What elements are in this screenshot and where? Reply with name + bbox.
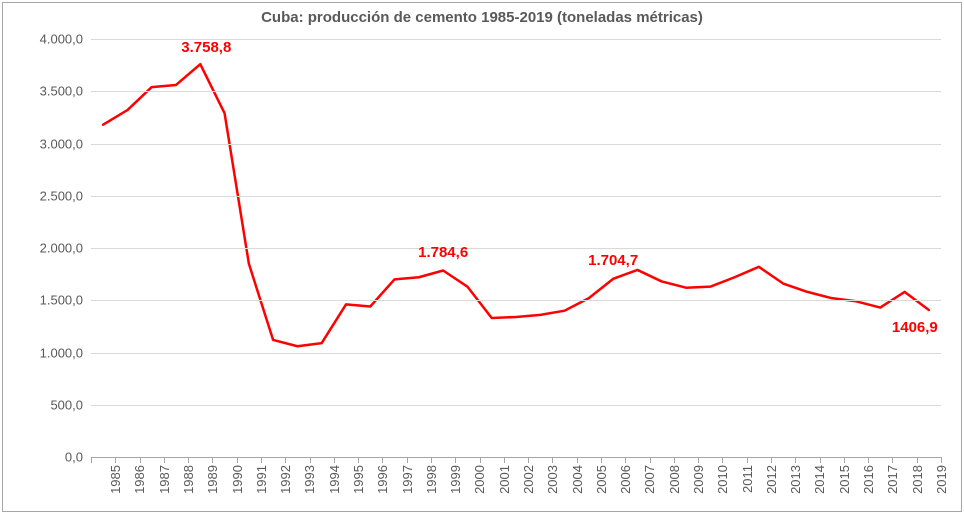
gridline xyxy=(91,144,941,145)
x-tick xyxy=(674,457,675,463)
y-tick-label: 3.500,0 xyxy=(40,84,83,99)
x-tick xyxy=(820,457,821,463)
x-tick xyxy=(91,457,92,463)
gridline xyxy=(91,300,941,301)
x-tick-label: 2000 xyxy=(472,465,487,494)
x-tick-label: 2010 xyxy=(715,465,730,494)
data-label: 1.704,7 xyxy=(588,252,638,269)
x-tick-label: 1988 xyxy=(181,465,196,494)
x-tick xyxy=(601,457,602,463)
x-tick-label: 1999 xyxy=(448,465,463,494)
x-tick-label: 2007 xyxy=(642,465,657,494)
y-tick-label: 0,0 xyxy=(65,450,83,465)
x-tick xyxy=(722,457,723,463)
y-tick-label: 3.000,0 xyxy=(40,136,83,151)
x-tick xyxy=(237,457,238,463)
x-tick xyxy=(795,457,796,463)
x-tick-label: 2001 xyxy=(497,465,512,494)
chart-frame: Cuba: producción de cemento 1985-2019 (t… xyxy=(2,2,962,512)
x-tick-label: 1996 xyxy=(375,465,390,494)
y-tick-label: 1.000,0 xyxy=(40,345,83,360)
x-tick-label: 2002 xyxy=(521,465,536,494)
x-tick-label: 2013 xyxy=(788,465,803,494)
x-tick-label: 1990 xyxy=(230,465,245,494)
x-tick xyxy=(310,457,311,463)
x-tick-label: 1992 xyxy=(278,465,293,494)
x-tick xyxy=(140,457,141,463)
x-tick xyxy=(334,457,335,463)
x-tick-label: 2009 xyxy=(691,465,706,494)
x-tick-label: 1994 xyxy=(327,465,342,494)
x-tick xyxy=(115,457,116,463)
data-label: 1.784,6 xyxy=(418,244,468,261)
x-tick-label: 1993 xyxy=(302,465,317,494)
gridline xyxy=(91,353,941,354)
x-tick xyxy=(261,457,262,463)
x-tick xyxy=(941,457,942,463)
x-tick xyxy=(625,457,626,463)
y-tick-label: 2.500,0 xyxy=(40,188,83,203)
x-tick-label: 2006 xyxy=(618,465,633,494)
x-tick-label: 2014 xyxy=(812,465,827,494)
y-tick-label: 4.000,0 xyxy=(40,32,83,47)
x-tick xyxy=(188,457,189,463)
x-tick xyxy=(771,457,772,463)
x-tick-label: 1985 xyxy=(108,465,123,494)
x-tick xyxy=(892,457,893,463)
x-tick xyxy=(747,457,748,463)
x-tick-label: 2015 xyxy=(837,465,852,494)
x-tick xyxy=(577,457,578,463)
x-tick xyxy=(382,457,383,463)
x-tick xyxy=(698,457,699,463)
gridline xyxy=(91,248,941,249)
x-tick xyxy=(917,457,918,463)
x-tick xyxy=(504,457,505,463)
x-tick xyxy=(650,457,651,463)
x-tick-label: 2018 xyxy=(910,465,925,494)
x-tick xyxy=(285,457,286,463)
y-tick-label: 2.000,0 xyxy=(40,241,83,256)
x-tick-label: 1987 xyxy=(157,465,172,494)
x-tick xyxy=(212,457,213,463)
x-tick-label: 2005 xyxy=(594,465,609,494)
series-line xyxy=(103,64,929,346)
x-tick xyxy=(431,457,432,463)
x-tick-label: 1995 xyxy=(351,465,366,494)
x-tick-label: 2017 xyxy=(885,465,900,494)
x-tick-label: 1991 xyxy=(254,465,269,494)
y-tick-label: 500,0 xyxy=(50,397,83,412)
data-label: 1406,9 xyxy=(892,319,938,336)
x-tick xyxy=(164,457,165,463)
x-tick xyxy=(868,457,869,463)
x-tick xyxy=(480,457,481,463)
x-tick xyxy=(455,457,456,463)
gridline xyxy=(91,196,941,197)
data-label: 3.758,8 xyxy=(181,39,231,56)
x-tick-label: 1986 xyxy=(132,465,147,494)
x-tick-label: 2004 xyxy=(570,465,585,494)
x-tick-label: 2003 xyxy=(545,465,560,494)
x-tick-label: 2016 xyxy=(861,465,876,494)
x-tick xyxy=(844,457,845,463)
gridline xyxy=(91,457,941,458)
x-tick-label: 1997 xyxy=(400,465,415,494)
x-tick-label: 2011 xyxy=(740,465,755,493)
x-tick xyxy=(528,457,529,463)
x-tick-label: 2019 xyxy=(934,465,949,494)
x-tick-label: 2012 xyxy=(764,465,779,494)
x-tick xyxy=(358,457,359,463)
x-tick-label: 1989 xyxy=(205,465,220,494)
x-tick-label: 2008 xyxy=(667,465,682,494)
gridline xyxy=(91,405,941,406)
x-tick-label: 1998 xyxy=(424,465,439,494)
gridline xyxy=(91,91,941,92)
x-tick xyxy=(407,457,408,463)
chart-title: Cuba: producción de cemento 1985-2019 (t… xyxy=(3,9,961,26)
x-tick xyxy=(552,457,553,463)
y-tick-label: 1.500,0 xyxy=(40,293,83,308)
plot-area: 0,0500,01.000,01.500,02.000,02.500,03.00… xyxy=(91,39,941,457)
